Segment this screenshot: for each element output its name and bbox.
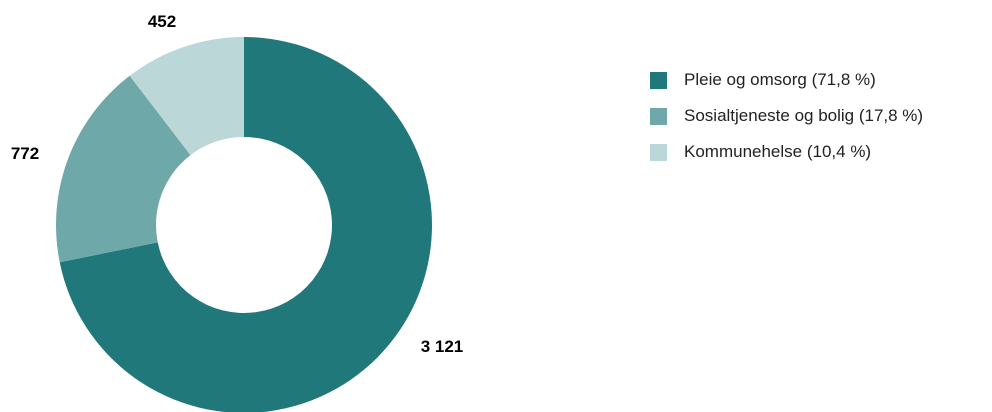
legend-swatch — [650, 107, 667, 125]
legend-item-kommunehelse: Kommunehelse (10,4 %) — [650, 134, 923, 170]
legend-label: Pleie og omsorg (71,8 %) — [684, 70, 876, 89]
data-label-sosialtjeneste-og-bolig: 772 — [11, 144, 39, 163]
legend-item-pleie-og-omsorg: Pleie og omsorg (71,8 %) — [650, 62, 923, 98]
data-label-kommunehelse: 452 — [148, 12, 176, 31]
data-label-pleie-og-omsorg: 3 121 — [421, 337, 464, 356]
legend-label: Kommunehelse (10,4 %) — [684, 142, 872, 161]
legend-label: Sosialtjeneste og bolig (17,8 %) — [684, 106, 924, 125]
chart-legend: Pleie og omsorg (71,8 %) Sosialtjeneste o… — [650, 62, 923, 170]
donut-slice-sosialtjeneste-og-bolig — [56, 75, 191, 263]
donut-slice-kommunehelse — [129, 37, 244, 156]
legend-item-sosialtjeneste-og-bolig: Sosialtjeneste og bolig (17,8 %) — [650, 98, 923, 134]
legend-swatch — [650, 143, 667, 161]
donut-slice-pleie-og-omsorg — [59, 37, 432, 412]
legend-swatch — [650, 71, 667, 89]
